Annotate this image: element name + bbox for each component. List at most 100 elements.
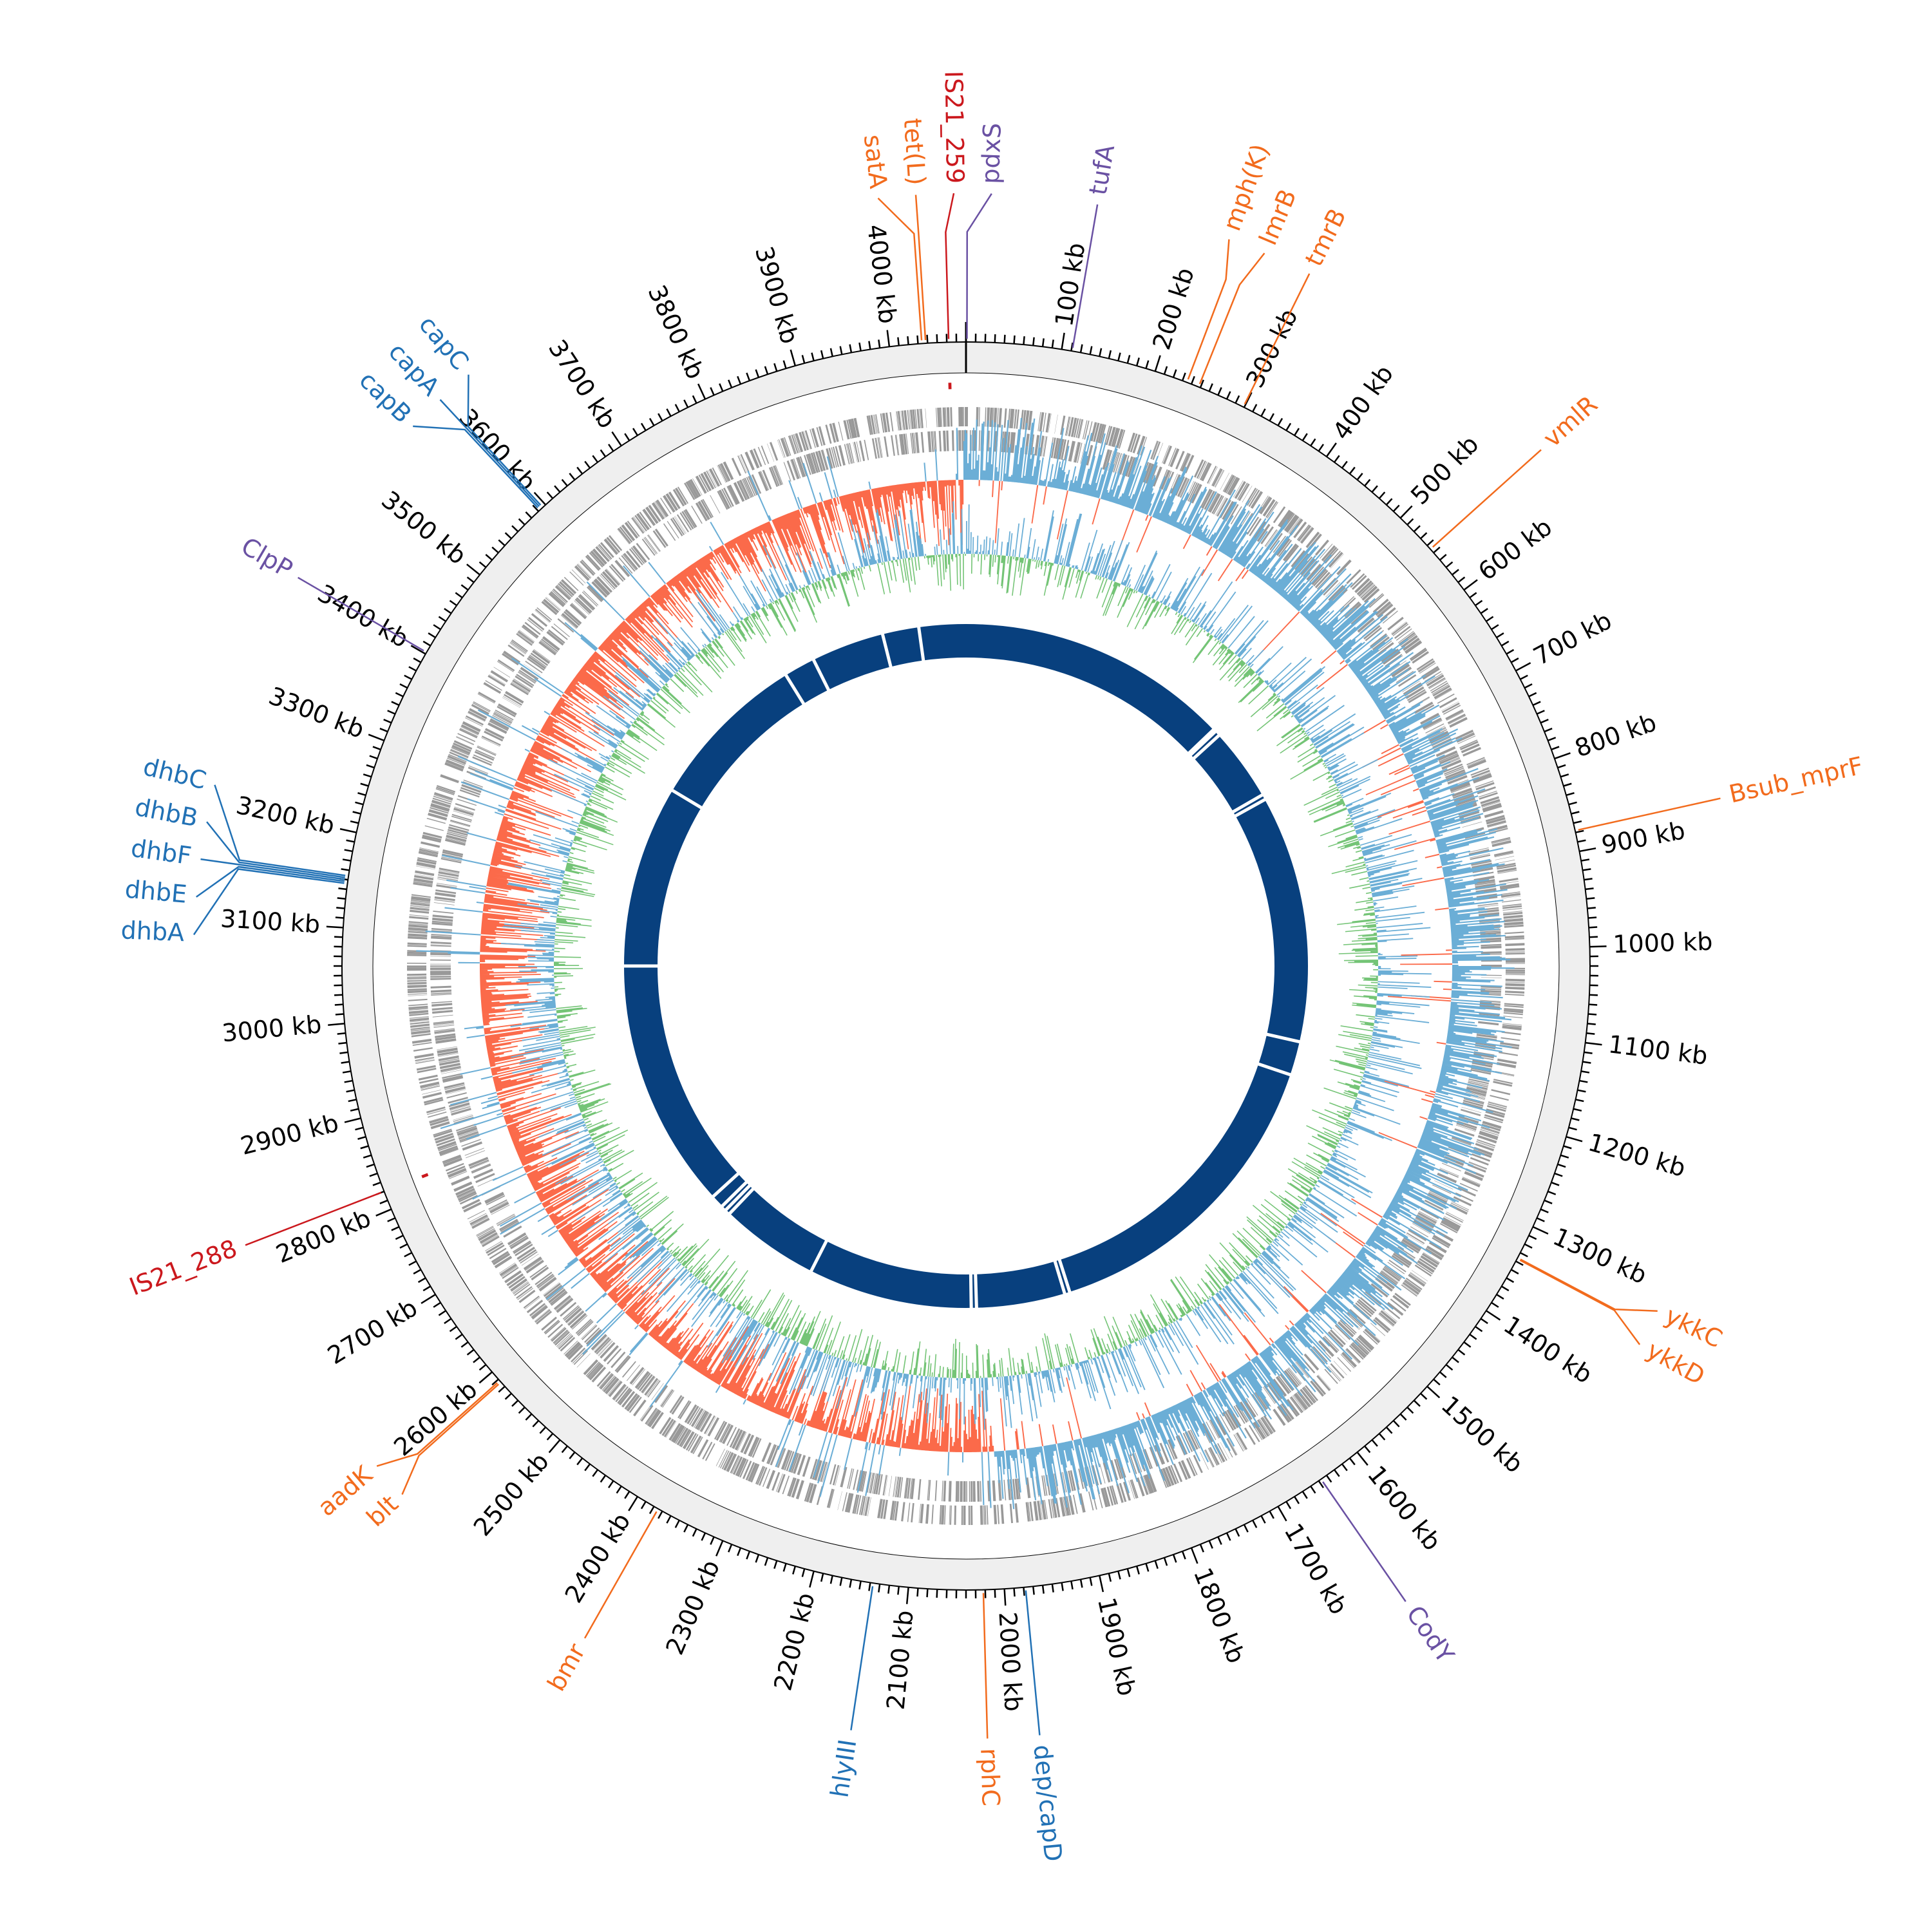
tick-label: 500 kb [1405, 430, 1484, 510]
gene-leader-line [1072, 204, 1099, 348]
gene-label: Bsub_mprF [1727, 752, 1866, 809]
gene-label: satA [858, 133, 893, 190]
contig-break [1052, 1259, 1067, 1296]
gene-leader-line [966, 193, 992, 339]
gene-label: vmlR [1538, 390, 1603, 453]
gene-leader-line [1322, 1481, 1406, 1602]
gene-label: rphC [975, 1748, 1005, 1807]
contig-break [1186, 727, 1216, 756]
tick-label: 1500 kb [1436, 1390, 1529, 1479]
gene-leader-line [1244, 273, 1311, 404]
tick-label: 3900 kb [750, 243, 804, 347]
gene-leader-line [401, 1383, 500, 1495]
gene-label: blt [361, 1490, 404, 1532]
contig-break [670, 788, 704, 810]
gene-label: dhbC [140, 752, 209, 795]
contig-break [1188, 729, 1218, 757]
tick-label: 2900 kb [238, 1108, 341, 1160]
contig-break [710, 1171, 741, 1199]
contig-break [1057, 1257, 1072, 1294]
tick-marks [326, 330, 1607, 1606]
gene-leader-line [193, 868, 345, 936]
gene-leader-line [1520, 1258, 1658, 1312]
gene-leader-line [467, 374, 542, 506]
contig-break [1230, 792, 1265, 815]
contig-break [811, 657, 831, 693]
gene-leader-line [1025, 1590, 1041, 1736]
gene-label: dhbF [129, 834, 193, 871]
gene-label: dhbA [120, 916, 185, 947]
gene-label: dhbE [124, 875, 188, 908]
gene-leader-line [850, 1586, 874, 1730]
gene-label: hlyIII [825, 1738, 862, 1799]
is-element-marks [421, 383, 952, 1179]
tick-label: 1700 kb [1279, 1519, 1354, 1619]
gene-leader-line [206, 821, 345, 878]
tick-label: 1200 kb [1585, 1128, 1689, 1182]
tick-label: 1800 kb [1188, 1564, 1251, 1667]
tick-label: 800 kb [1571, 708, 1660, 762]
gene-label: tmrB [1300, 204, 1352, 270]
gene-leader-line [877, 197, 923, 341]
gene-label: dep/capD [1028, 1743, 1067, 1862]
contig-ring [624, 624, 1308, 1308]
tick-label: 1900 kb [1092, 1595, 1141, 1698]
tick-label: 1100 kb [1607, 1030, 1709, 1070]
tick-label: 2700 kb [323, 1293, 422, 1370]
gene-leader-line [982, 1593, 989, 1739]
tick-label: 2600 kb [388, 1375, 482, 1461]
gene-leader-line [1432, 449, 1542, 548]
tick-label: 1300 kb [1549, 1222, 1651, 1290]
gene-label: CodY [1401, 1600, 1460, 1669]
gene-label: tufA [1084, 142, 1121, 197]
tick-label: 3700 kb [543, 335, 621, 433]
gene-leader-line [1519, 1259, 1641, 1345]
contig-break [1233, 797, 1267, 819]
gene-leader-line [196, 866, 345, 898]
gene-label: bmr [542, 1638, 591, 1696]
gene-label: dhbB [133, 793, 200, 833]
tick-label: 3200 kb [234, 791, 337, 840]
gene-label: tet(L) [898, 117, 931, 186]
tick-label: 3800 kb [642, 281, 710, 383]
tick-label: 3500 kb [376, 486, 471, 570]
tick-label: 2400 kb [560, 1508, 636, 1608]
tick-label: 2200 kb [768, 1590, 820, 1694]
axis-ticks [326, 330, 1607, 1606]
tick-label: 700 kb [1529, 606, 1616, 671]
tick-label: 3100 kb [220, 904, 321, 938]
gene-leader-line [945, 193, 955, 339]
gene-label: lmrB [1254, 185, 1302, 249]
gc-content-below [554, 554, 1378, 1378]
tick-label: 2100 kb [882, 1609, 919, 1710]
contig-break [1191, 733, 1222, 761]
gene-leader-line [200, 858, 345, 880]
tick-label: 3600 kb [453, 403, 542, 496]
tick-label: 4000 kb [862, 223, 902, 325]
contig-break [916, 625, 925, 663]
gene-leader-line [214, 784, 346, 876]
contig-break [727, 1186, 756, 1216]
gene-leader-line [1578, 797, 1721, 831]
is-mark [948, 383, 952, 390]
gene-label: IS21_259 [940, 71, 970, 184]
contig-track [622, 624, 1308, 1310]
gene-label: ClpP [236, 532, 298, 583]
gene-leader-line [376, 1382, 498, 1467]
tick-label: 2500 kb [468, 1447, 554, 1541]
is-mark [421, 1173, 429, 1179]
gene-leader-line [1198, 252, 1265, 384]
tick-label: 400 kb [1327, 360, 1399, 445]
tick-label: 2800 kb [272, 1204, 375, 1269]
gene-leader-line [245, 1191, 382, 1246]
gene-leader-line [914, 194, 927, 341]
contig-break [723, 1183, 752, 1213]
tick-label: 1400 kb [1499, 1311, 1597, 1389]
tick-label: 200 kb [1147, 264, 1200, 353]
gene-label: IS21_288 [126, 1234, 241, 1301]
tick-label: 600 kb [1473, 513, 1557, 586]
contig-break [809, 1238, 829, 1274]
gene-leader-line [583, 1511, 658, 1639]
